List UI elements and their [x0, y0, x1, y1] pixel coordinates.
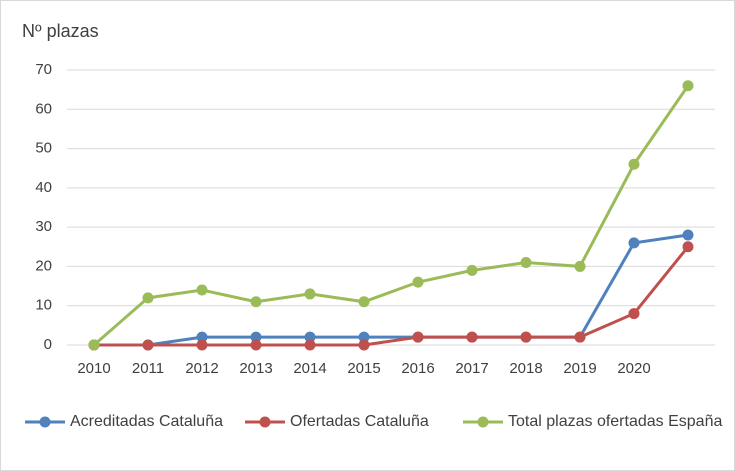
data-point [574, 260, 586, 272]
y-axis-label: Nº plazas [22, 21, 99, 41]
legend-label: Ofertadas Cataluña [290, 413, 429, 430]
data-point [574, 331, 586, 343]
series-line [94, 233, 689, 347]
x-tick-label: 2015 [347, 360, 380, 377]
legend-marker [477, 416, 489, 428]
data-point [142, 292, 154, 304]
legend-marker [259, 416, 271, 428]
data-point [466, 264, 478, 276]
x-tick-label: 2019 [563, 360, 596, 377]
x-tick-label: 2016 [401, 360, 434, 377]
x-tick-label: 2012 [185, 360, 218, 377]
data-point [520, 331, 532, 343]
series-line [93, 84, 690, 347]
data-point [412, 276, 424, 288]
y-tick-label: 10 [35, 297, 52, 314]
data-point [304, 288, 316, 300]
y-tick-label: 30 [35, 218, 52, 235]
data-point [142, 339, 154, 351]
data-point [196, 284, 208, 296]
data-point [628, 308, 640, 320]
data-point [466, 331, 478, 343]
data-point [250, 339, 262, 351]
x-tick-label: 2013 [239, 360, 272, 377]
data-point [358, 339, 370, 351]
data-point [358, 331, 370, 343]
x-tick-label: 2014 [293, 360, 326, 377]
data-point [682, 241, 694, 253]
data-point [628, 237, 640, 249]
data-point [520, 257, 532, 268]
data-point [88, 339, 100, 351]
legend-label: Total plazas ofertadas España [508, 413, 722, 430]
legend-marker [39, 416, 51, 428]
y-tick-label: 40 [35, 179, 52, 196]
y-tick-label: 20 [35, 257, 52, 274]
x-tick-label: 2010 [77, 360, 110, 377]
data-point [628, 158, 640, 170]
x-tick-label: 2011 [132, 360, 164, 377]
data-point [196, 339, 208, 351]
data-point [304, 339, 316, 351]
x-tick-label: 2018 [509, 360, 542, 377]
data-point [250, 331, 262, 343]
series-line [94, 245, 690, 347]
data-point [358, 296, 370, 308]
data-point [682, 80, 694, 92]
y-tick-label: 0 [44, 336, 52, 353]
y-tick-label: 60 [35, 100, 52, 117]
legend-label: Acreditadas Cataluña [70, 413, 223, 430]
data-point [412, 331, 424, 343]
x-tick-label: 2020 [617, 360, 650, 377]
y-tick-label: 70 [35, 61, 52, 78]
data-point [250, 296, 262, 308]
data-point [304, 331, 316, 343]
data-point [196, 331, 208, 343]
data-point [682, 229, 694, 241]
y-tick-label: 50 [35, 140, 52, 157]
x-tick-label: 2017 [455, 360, 488, 377]
